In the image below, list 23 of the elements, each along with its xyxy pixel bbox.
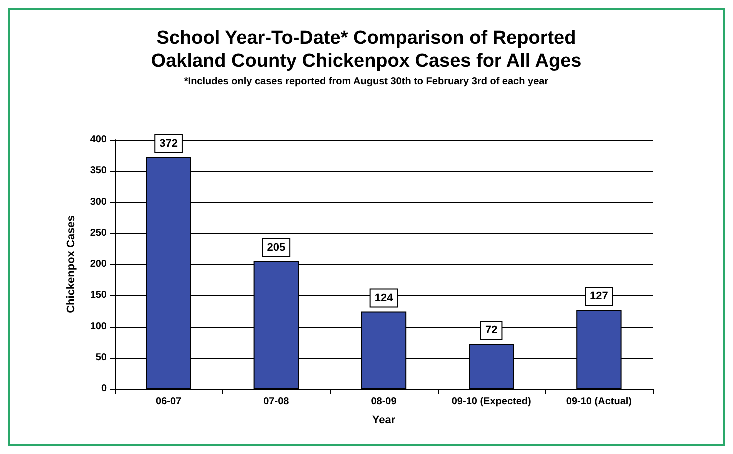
x-axis-title: Year: [372, 414, 396, 426]
data-label: 72: [485, 324, 498, 337]
y-tick-label: 400: [90, 134, 108, 146]
y-tick-label: 250: [90, 228, 108, 239]
x-tick-label: 07-08: [264, 396, 290, 408]
x-tick-label: 09-10 (Actual): [566, 396, 632, 408]
y-axis-title: Chickenpox Cases: [66, 216, 78, 314]
x-tick-label: 09-10 (Expected): [452, 396, 532, 408]
x-tick-label: 06-07: [156, 396, 182, 408]
data-label: 124: [374, 292, 394, 304]
y-tick-label: 150: [90, 290, 108, 302]
y-tick-label: 0: [101, 384, 108, 394]
chart-subtitle: *Includes only cases reported from August 30th to February 3rd of each year: [184, 76, 549, 88]
chart-title: School Year-To-Date* Comparison of Reported Oakland County Chickenpox Cases for All Ages: [151, 28, 582, 72]
y-tick-label: 350: [90, 166, 108, 177]
data-label: 205: [267, 242, 286, 254]
y-tick-label: 200: [90, 259, 108, 270]
x-tick-label: 08-09: [371, 396, 398, 408]
data-label: 372: [160, 138, 178, 150]
y-tick-label: 50: [96, 352, 108, 364]
y-tick-label: 100: [90, 321, 108, 332]
data-label: 127: [590, 290, 608, 302]
y-tick-label: 300: [90, 196, 108, 208]
